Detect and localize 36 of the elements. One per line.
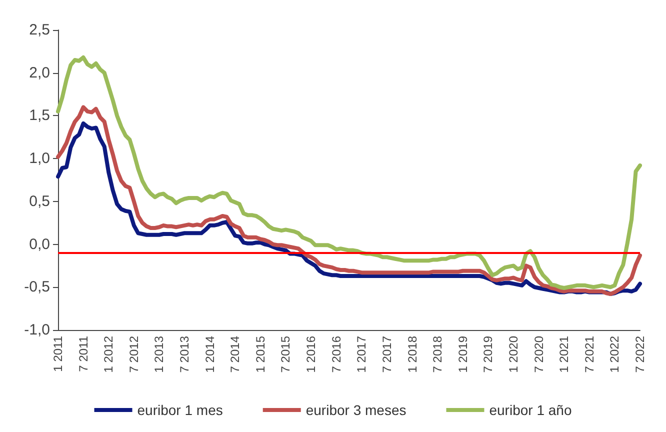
x-tick-label: 7 2016: [329, 336, 344, 373]
x-tick-label: 1 2013: [152, 336, 166, 373]
legend-label: euribor 1 año: [489, 402, 572, 418]
y-tick-label: 2,5: [29, 22, 50, 38]
legend-label: euribor 3 meses: [306, 402, 406, 418]
x-tick-label: 1 2012: [102, 336, 116, 373]
x-tick-label: 7 2017: [380, 336, 394, 373]
x-tick-label: 7 2022: [633, 336, 647, 373]
line-series: [56, 55, 642, 290]
x-tick-label: 7 2018: [430, 336, 445, 373]
x-tick-label: 1 2015: [253, 336, 268, 373]
y-tick-label: 2,0: [29, 64, 50, 82]
x-tick-label: 7 2012: [126, 336, 141, 373]
y-tick-label: -0,5: [24, 278, 50, 296]
x-tick-label: 7 2014: [228, 336, 242, 373]
x-tick-label: 1 2021: [557, 336, 572, 373]
legend-label: euribor 1 mes: [137, 402, 223, 418]
x-tick-label: 1 2016: [304, 336, 318, 373]
y-tick-label: 0,5: [29, 192, 50, 210]
x-tick-label: 7 2013: [178, 336, 192, 373]
y-tick-label: 1,5: [29, 107, 50, 124]
x-tick-label: 7 2019: [481, 336, 496, 373]
x-tick-label: 7 2015: [278, 336, 293, 373]
y-tick-label: 0,0: [29, 236, 50, 253]
x-tick-label: 1 2018: [405, 336, 420, 373]
y-tick-label: -1,0: [24, 322, 50, 338]
x-tick-label: 1 2022: [608, 336, 622, 373]
x-tick-label: 7 2020: [532, 336, 546, 373]
x-tick-label: 1 2017: [354, 336, 369, 373]
x-tick-label: 7 2021: [582, 336, 596, 373]
x-tick-label: 1 2019: [456, 336, 470, 373]
y-tick-label: 1,0: [29, 150, 50, 168]
x-tick-label: 1 2014: [202, 336, 217, 373]
x-tick-label: 1 2011: [51, 336, 65, 372]
x-tick-label: 7 2011: [76, 336, 90, 372]
x-tick-label: 1 2020: [506, 336, 520, 373]
